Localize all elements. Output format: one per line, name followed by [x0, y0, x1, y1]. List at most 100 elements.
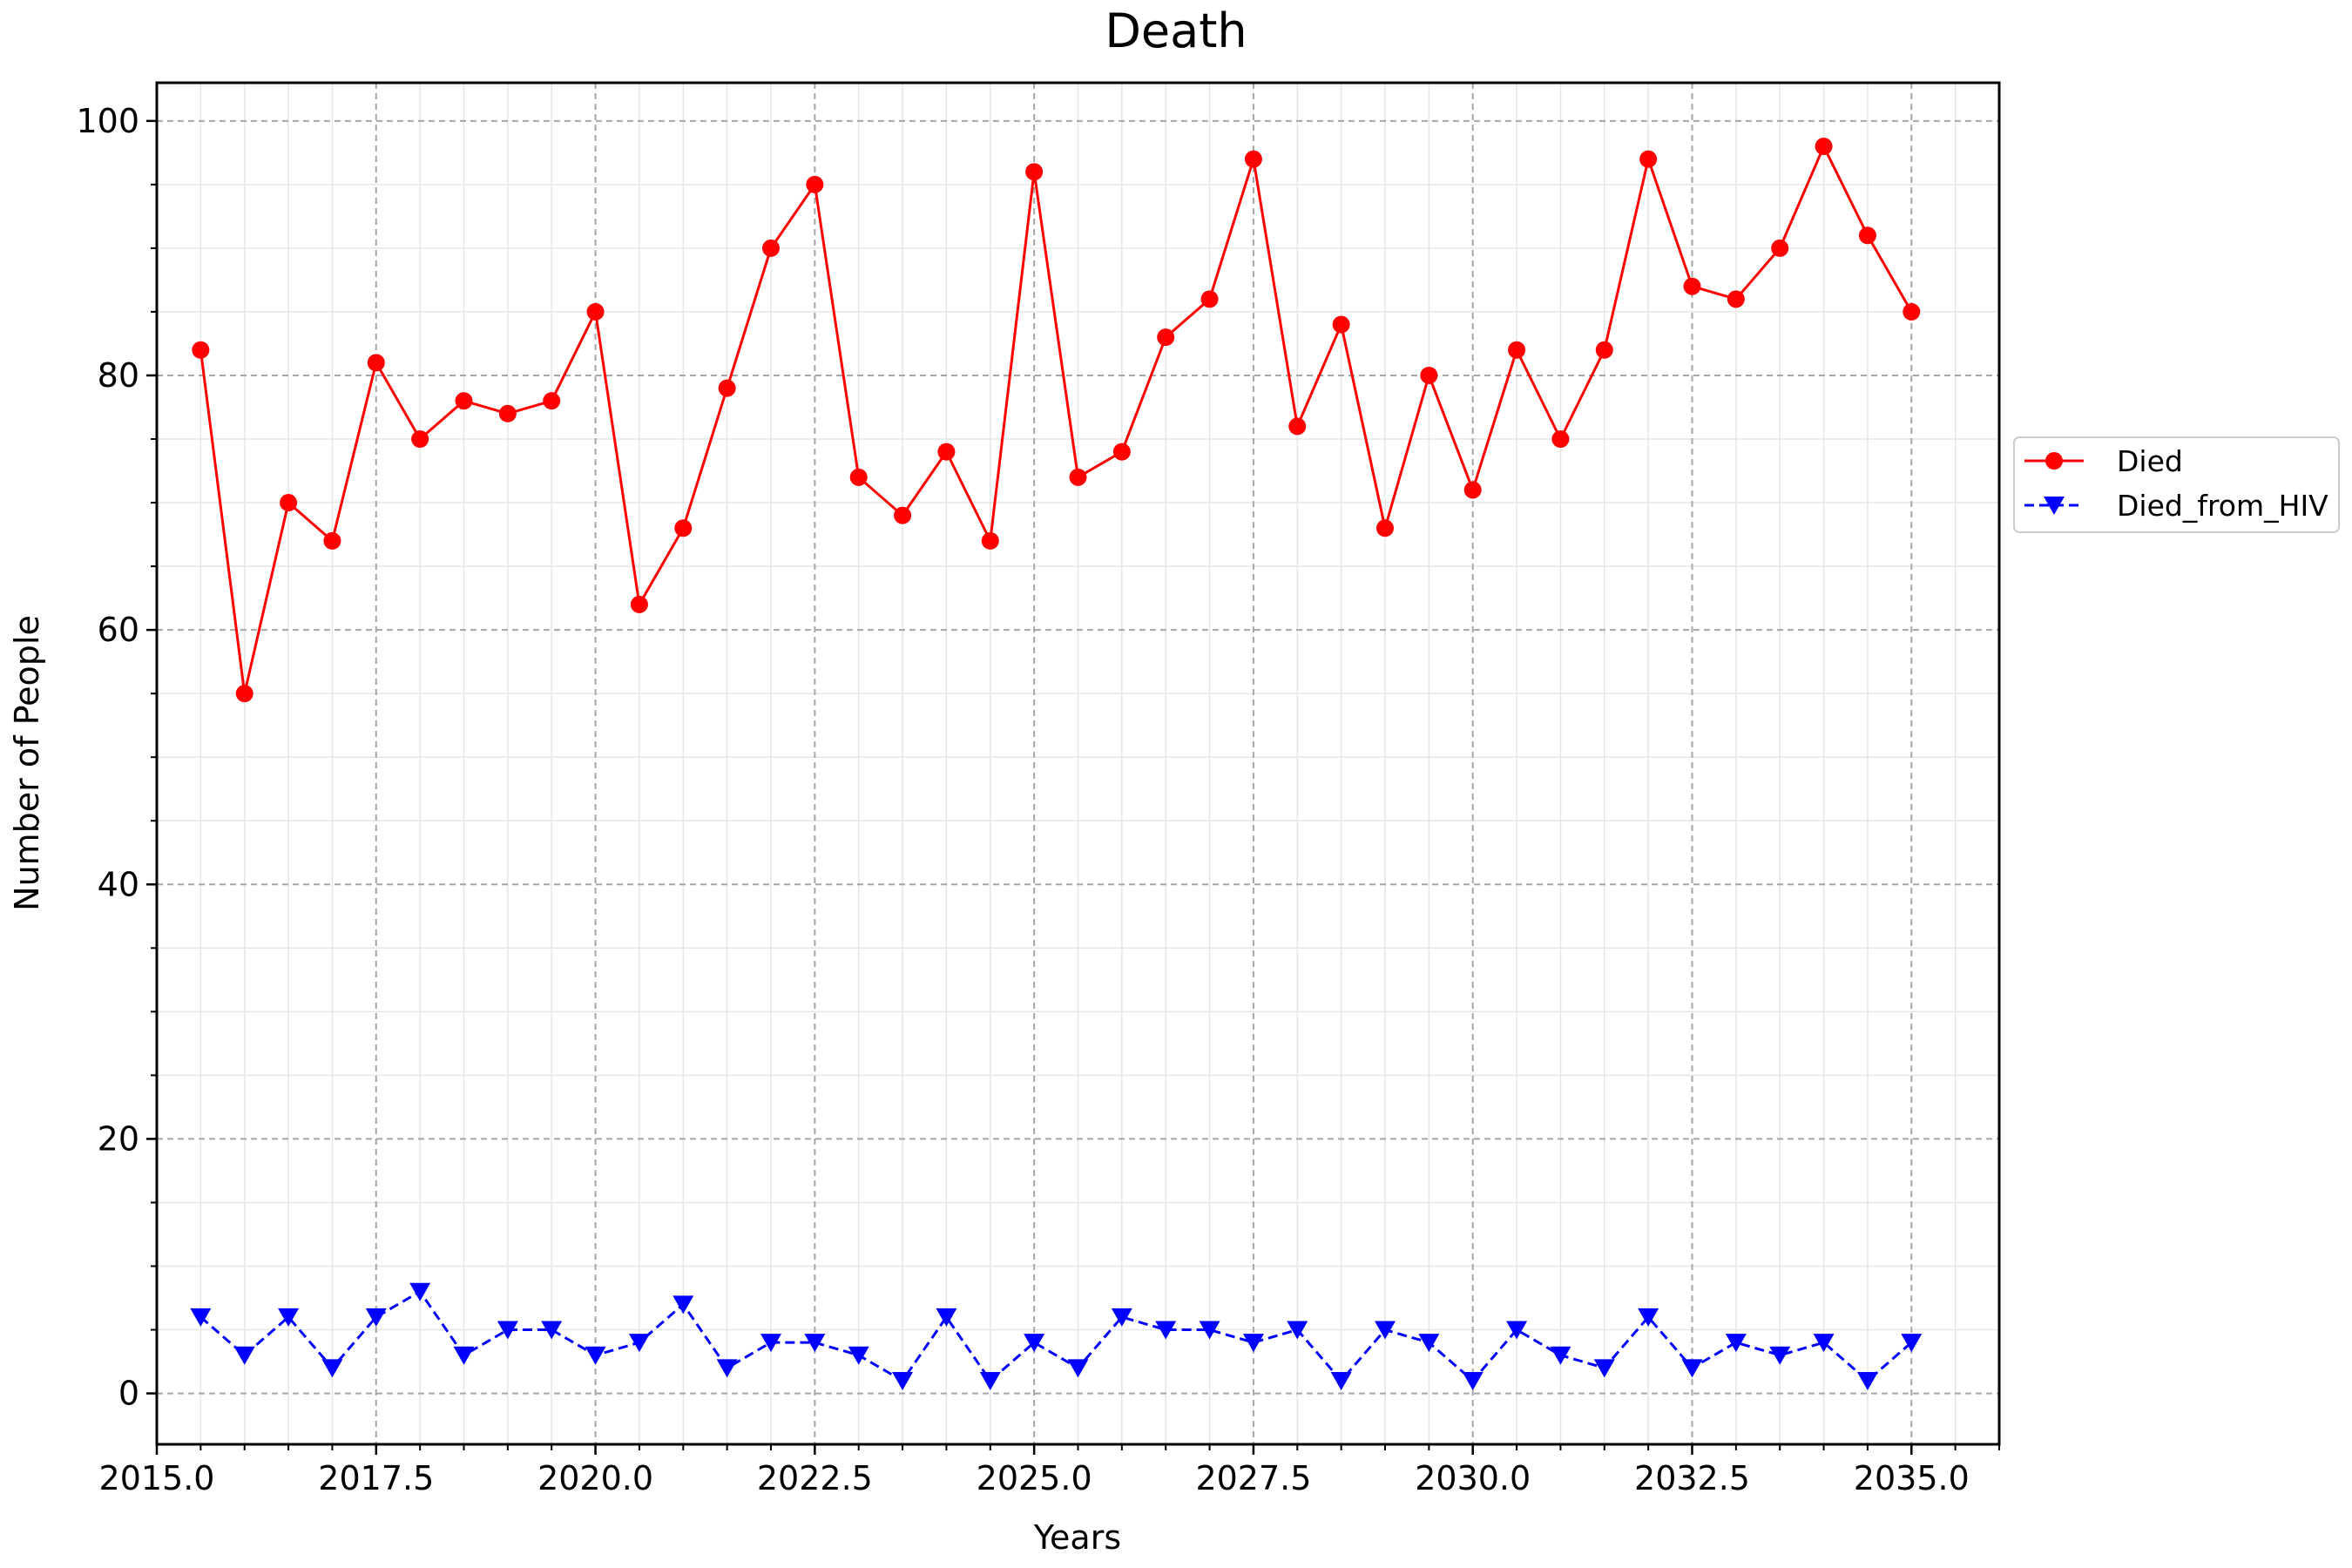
- data-point-died-from-hiv: [628, 1334, 650, 1353]
- data-point-died-from-hiv: [190, 1308, 212, 1327]
- data-point-died: [1508, 341, 1526, 359]
- data-point-died: [235, 685, 253, 703]
- data-point-died-from-hiv: [541, 1321, 563, 1340]
- data-point-died-from-hiv: [1593, 1359, 1615, 1378]
- data-point-died-from-hiv: [1681, 1359, 1703, 1378]
- data-point-died: [1112, 443, 1131, 461]
- x-tick-label: 2017.5: [318, 1459, 434, 1497]
- data-point-died: [1463, 481, 1482, 499]
- y-tick-label: 80: [98, 356, 139, 395]
- data-point-died-from-hiv: [278, 1308, 300, 1327]
- data-point-died-from-hiv: [365, 1308, 387, 1327]
- series-layer: [190, 138, 1923, 1390]
- data-point-died: [543, 392, 561, 410]
- data-point-died: [1244, 150, 1262, 168]
- y-tick-label: 20: [98, 1119, 139, 1158]
- data-point-died-from-hiv: [1813, 1334, 1835, 1353]
- data-point-died-from-hiv: [1550, 1346, 1571, 1365]
- data-point-died-from-hiv: [1199, 1321, 1220, 1340]
- data-point-died: [1858, 226, 1876, 245]
- data-point-died-from-hiv: [233, 1346, 255, 1365]
- data-point-died: [280, 494, 298, 512]
- legend-marker-died-from-hiv: [2044, 497, 2065, 515]
- data-point-died-from-hiv: [497, 1321, 518, 1340]
- data-point-died: [367, 354, 385, 372]
- data-point-died: [806, 175, 824, 193]
- data-point-died: [455, 392, 473, 410]
- data-point-died-from-hiv: [1638, 1308, 1659, 1327]
- data-point-died-from-hiv: [1418, 1334, 1440, 1353]
- data-point-died: [1157, 328, 1175, 347]
- data-point-died-from-hiv: [716, 1359, 738, 1378]
- data-point-died: [630, 595, 648, 613]
- y-tick-label: 100: [76, 102, 139, 140]
- x-tick-labels: 2015.0 2017.5 2020.0 2022.5 2025.0 2027.5 2030…: [99, 1459, 1970, 1497]
- data-point-died-from-hiv: [585, 1346, 606, 1365]
- x-tick-label: 2025.0: [977, 1459, 1092, 1497]
- data-point-died-from-hiv: [672, 1295, 694, 1315]
- data-point-died: [1376, 519, 1394, 537]
- data-point-died: [1332, 315, 1350, 334]
- x-tick-label: 2015.0: [99, 1459, 215, 1497]
- x-tick-label: 2027.5: [1195, 1459, 1311, 1497]
- data-point-died-from-hiv: [1901, 1334, 1923, 1353]
- y-tick-label: 60: [98, 611, 139, 649]
- data-point-died-from-hiv: [1330, 1371, 1352, 1390]
- data-point-died-from-hiv: [936, 1308, 957, 1327]
- data-point-died-from-hiv: [1155, 1321, 1177, 1340]
- data-point-died-from-hiv: [892, 1371, 914, 1390]
- x-tick-label: 2035.0: [1854, 1459, 1970, 1497]
- data-point-died: [894, 506, 912, 524]
- data-point-died-from-hiv: [1067, 1359, 1089, 1378]
- data-point-died: [1551, 430, 1570, 449]
- legend-marker-died: [2045, 452, 2063, 470]
- data-point-died-from-hiv: [1111, 1308, 1132, 1327]
- series-line-died: [199, 145, 1913, 695]
- data-point-died-from-hiv: [409, 1282, 431, 1301]
- legend-label-died: Died: [2117, 444, 2183, 478]
- y-tick-label: 0: [118, 1375, 139, 1413]
- data-point-died: [498, 404, 517, 422]
- data-point-died-from-hiv: [1242, 1334, 1264, 1353]
- data-point-died-from-hiv: [979, 1371, 1001, 1390]
- x-tick-label: 2032.5: [1634, 1459, 1750, 1497]
- x-axis-label: Years: [1033, 1518, 1121, 1557]
- data-point-died: [323, 531, 341, 550]
- y-tick-label: 40: [98, 865, 139, 903]
- legend: Died Died_from_HIV: [2013, 436, 2340, 533]
- data-point-died-from-hiv: [1462, 1371, 1484, 1390]
- data-point-died: [586, 302, 605, 321]
- chart-title: Death: [1105, 3, 1247, 58]
- data-point-died: [1420, 366, 1438, 384]
- y-tick-labels: 0 20 40 60 80 100: [76, 102, 139, 1413]
- data-point-died-from-hiv: [1375, 1321, 1396, 1340]
- data-point-died: [1595, 341, 1613, 359]
- data-point-died: [674, 519, 693, 537]
- data-point-died: [937, 443, 956, 461]
- x-tick-label: 2030.0: [1415, 1459, 1531, 1497]
- legend-box: [2013, 436, 2340, 533]
- data-point-died: [1069, 468, 1087, 486]
- data-point-died-from-hiv: [1287, 1321, 1308, 1340]
- data-point-died: [411, 430, 429, 449]
- data-point-died: [1815, 138, 1833, 156]
- axis-ticks: [146, 119, 2000, 1455]
- data-point-died: [762, 239, 780, 257]
- data-point-died-from-hiv: [804, 1334, 826, 1353]
- data-point-died: [1727, 290, 1745, 308]
- data-point-died-from-hiv: [760, 1334, 781, 1353]
- data-point-died-from-hiv: [1856, 1371, 1878, 1390]
- data-point-died-from-hiv: [1024, 1334, 1045, 1353]
- legend-label-died-from-hiv: Died_from_HIV: [2117, 489, 2328, 523]
- data-point-died: [1288, 417, 1307, 436]
- data-point-died: [1771, 239, 1789, 257]
- data-point-died-from-hiv: [848, 1346, 869, 1365]
- data-point-died: [192, 341, 210, 359]
- data-point-died-from-hiv: [1506, 1321, 1528, 1340]
- x-tick-label: 2022.5: [757, 1459, 873, 1497]
- data-point-died: [1200, 290, 1219, 308]
- data-point-died: [1025, 163, 1044, 181]
- data-point-died: [1903, 302, 1921, 321]
- data-point-died-from-hiv: [1725, 1334, 1747, 1353]
- y-axis-label: Number of People: [8, 615, 46, 911]
